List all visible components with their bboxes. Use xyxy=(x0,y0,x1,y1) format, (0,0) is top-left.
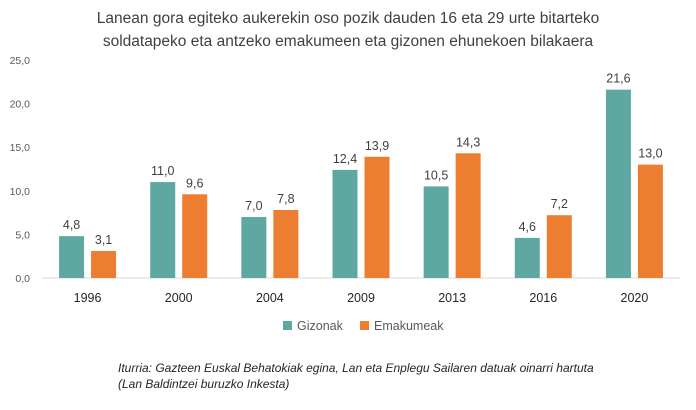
data-label-emakumeak-2009: 13,9 xyxy=(365,139,389,153)
data-label-emakumeak-1996: 3,1 xyxy=(95,233,112,247)
bar-emakumeak-2004 xyxy=(273,209,299,278)
x-tick-label-1996: 1996 xyxy=(74,291,102,305)
x-tick-label-2016: 2016 xyxy=(529,291,557,305)
chart-title-line-1: Lanean gora egiteko aukerekin oso pozik … xyxy=(97,10,599,27)
x-tick-label-2000: 2000 xyxy=(165,291,193,305)
x-tick-label-2013: 2013 xyxy=(438,291,466,305)
source-note-line-2: (Lan Baldintzei buruzko Inkesta) xyxy=(118,377,289,391)
data-label-gizonak-2009: 12,4 xyxy=(333,152,357,166)
x-axis: 1996 2000 2004 2009 2013 2016 2020 xyxy=(74,291,649,305)
y-tick-label-0: 0,0 xyxy=(15,273,30,285)
legend-swatch-emakumeak xyxy=(360,321,369,330)
y-axis: 0,0 5,0 10,0 15,0 20,0 25,0 xyxy=(10,55,31,285)
x-tick-label-2020: 2020 xyxy=(621,291,649,305)
bar-emakumeak-2013 xyxy=(455,153,481,278)
bar-gizonak-2016 xyxy=(514,237,540,278)
x-tick-label-2009: 2009 xyxy=(347,291,375,305)
legend-label-gizonak: Gizonak xyxy=(297,319,344,333)
data-label-gizonak-2020: 21,6 xyxy=(606,72,630,86)
bar-emakumeak-2000 xyxy=(182,194,208,278)
data-label-emakumeak-2000: 9,6 xyxy=(186,176,203,190)
data-label-emakumeak-2020: 13,0 xyxy=(638,147,662,161)
data-label-gizonak-1996: 4,8 xyxy=(63,218,80,232)
bar-gizonak-2013 xyxy=(423,186,449,278)
data-label-gizonak-2013: 10,5 xyxy=(424,168,448,182)
data-label-emakumeak-2004: 7,8 xyxy=(277,192,294,206)
bar-gizonak-2004 xyxy=(241,216,267,278)
y-tick-label-4: 20,0 xyxy=(10,99,31,111)
legend-label-emakumeak: Emakumeak xyxy=(374,319,444,333)
data-labels: 4,8 3,1 11,0 9,6 7,0 7,8 12,4 13,9 10,5 14,3 4,6 7,… xyxy=(63,72,663,247)
bar-emakumeak-2009 xyxy=(364,156,390,278)
bar-gizonak-2009 xyxy=(332,169,358,278)
data-label-emakumeak-2013: 14,3 xyxy=(456,135,480,149)
y-tick-label-3: 15,0 xyxy=(10,142,31,154)
data-label-emakumeak-2016: 7,2 xyxy=(551,197,568,211)
data-label-gizonak-2004: 7,0 xyxy=(245,199,262,213)
bars xyxy=(59,89,663,278)
y-tick-label-1: 5,0 xyxy=(15,229,30,241)
bar-emakumeak-2016 xyxy=(546,215,572,278)
y-tick-label-2: 10,0 xyxy=(10,186,31,198)
bar-emakumeak-2020 xyxy=(637,164,663,278)
chart-title-line-2: soldatapeko eta antzeko emakumeen eta gi… xyxy=(103,33,594,50)
legend-swatch-gizonak xyxy=(283,321,292,330)
bar-gizonak-1996 xyxy=(59,236,85,278)
data-label-gizonak-2000: 11,0 xyxy=(151,164,174,178)
source-note-line-1: Iturria: Gazteen Euskal Behatokiak egina… xyxy=(118,361,594,375)
bar-emakumeak-1996 xyxy=(91,250,117,278)
x-tick-label-2004: 2004 xyxy=(256,291,284,305)
bar-gizonak-2000 xyxy=(150,182,176,278)
y-tick-label-5: 25,0 xyxy=(10,55,31,67)
bar-gizonak-2020 xyxy=(605,89,631,278)
data-label-gizonak-2016: 4,6 xyxy=(519,220,536,234)
legend: Gizonak Emakumeak xyxy=(283,319,444,333)
